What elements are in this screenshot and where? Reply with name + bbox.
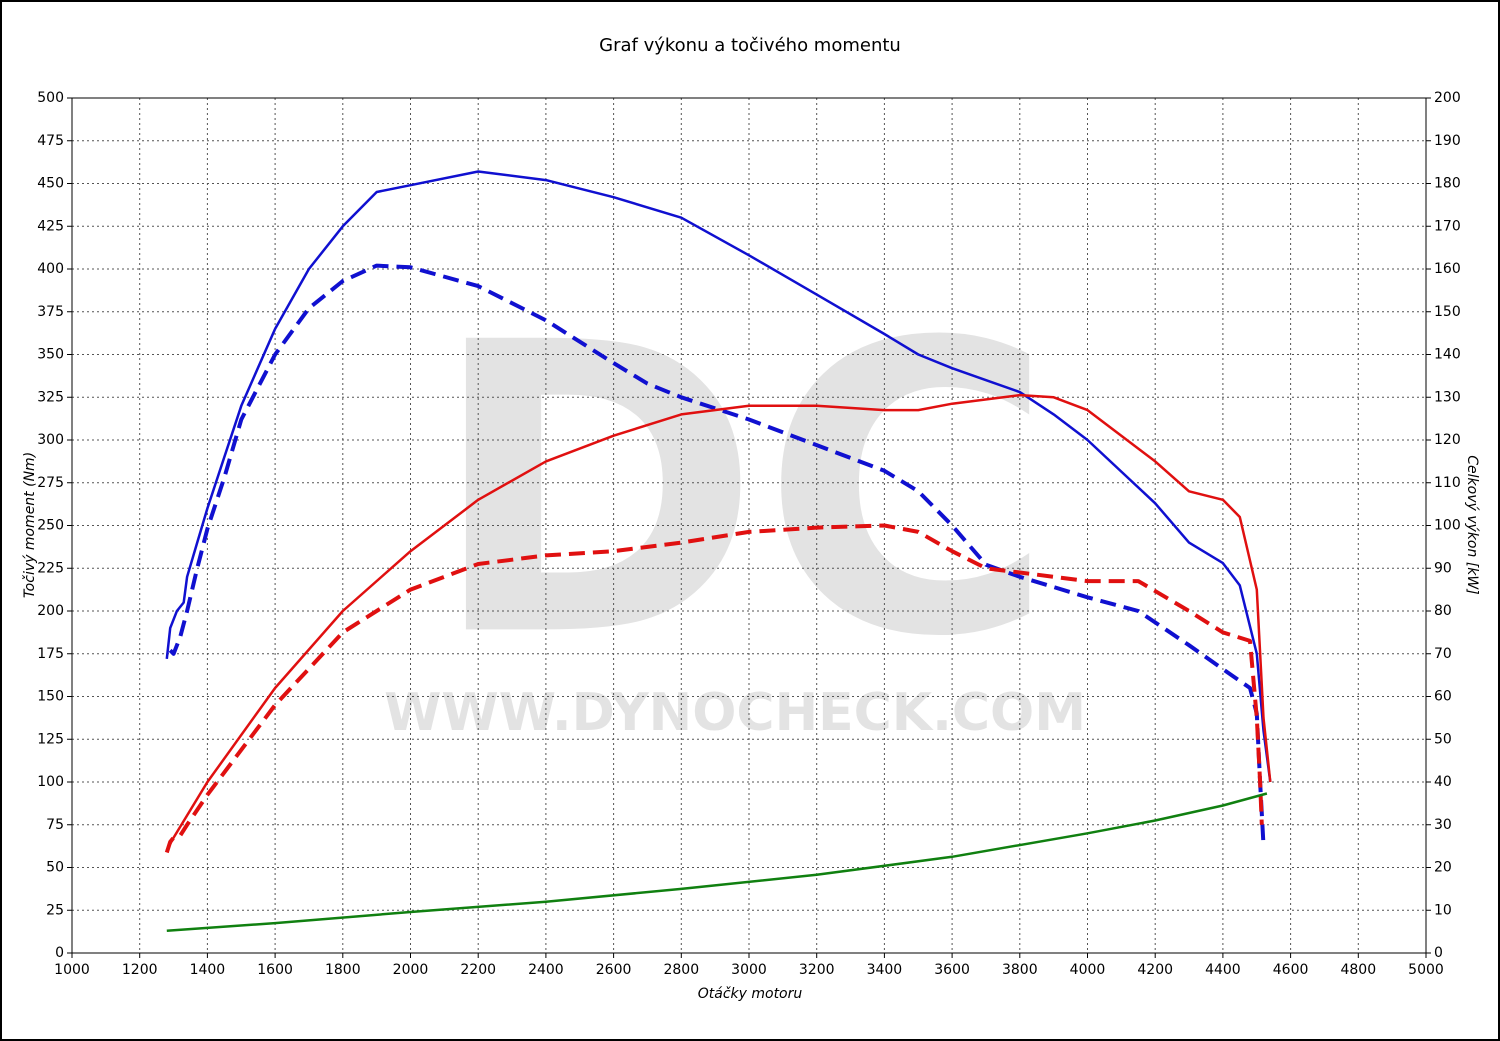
x-tick-label: 3600 bbox=[934, 962, 970, 978]
y2-tick-label: 180 bbox=[1434, 176, 1461, 192]
plot-area bbox=[71, 97, 1427, 954]
series-line bbox=[164, 523, 1264, 854]
y2-tick-label: 200 bbox=[1434, 90, 1461, 106]
watermark: DC bbox=[429, 259, 1055, 724]
y2-tick-label: 190 bbox=[1434, 133, 1461, 149]
y2-tick-label: 110 bbox=[1434, 475, 1461, 491]
y-tick-label: 500 bbox=[37, 90, 64, 106]
y2-tick-label: 170 bbox=[1434, 218, 1461, 234]
y-tick-label: 125 bbox=[37, 731, 64, 747]
x-tick-label: 3800 bbox=[1002, 962, 1038, 978]
y2-tick-label: 120 bbox=[1434, 432, 1461, 448]
y-tick-label: 150 bbox=[37, 689, 64, 705]
x-tick-label: 3400 bbox=[867, 962, 903, 978]
y-tick-label: 100 bbox=[37, 774, 64, 790]
x-tick-label: 2000 bbox=[393, 962, 429, 978]
x-tick-label: 4600 bbox=[1273, 962, 1309, 978]
y-tick-label: 50 bbox=[46, 860, 64, 876]
y2-tick-label: 40 bbox=[1434, 774, 1452, 790]
y-tick-label: 0 bbox=[55, 945, 64, 961]
x-tick-label: 2400 bbox=[528, 962, 564, 978]
y2-axis-label: Celkový výkon [kW] bbox=[1464, 455, 1480, 594]
y-tick-label: 275 bbox=[37, 475, 64, 491]
x-tick-label: 1800 bbox=[325, 962, 361, 978]
y2-tick-label: 60 bbox=[1434, 689, 1452, 705]
y-tick-label: 25 bbox=[46, 902, 64, 918]
x-tick-label: 4400 bbox=[1205, 962, 1241, 978]
series-line bbox=[165, 170, 1272, 783]
x-tick-label: 4800 bbox=[1340, 962, 1376, 978]
y2-tick-label: 0 bbox=[1434, 945, 1443, 961]
x-tick-label: 4200 bbox=[1137, 962, 1173, 978]
x-tick-label: 1200 bbox=[122, 962, 158, 978]
y2-tick-label: 160 bbox=[1434, 261, 1461, 277]
y-axis-label: Točivý moment (Nm) bbox=[22, 452, 38, 598]
y-tick-label: 225 bbox=[37, 560, 64, 576]
x-axis-label: Otáčky motoru bbox=[698, 986, 803, 1002]
y-tick-label: 450 bbox=[37, 176, 64, 192]
y2-tick-label: 20 bbox=[1434, 860, 1452, 876]
y2-tick-label: 30 bbox=[1434, 817, 1452, 833]
series-line bbox=[168, 263, 1266, 846]
x-tick-label: 1600 bbox=[257, 962, 293, 978]
y2-tick-label: 90 bbox=[1434, 560, 1452, 576]
x-tick-label: 1400 bbox=[190, 962, 226, 978]
x-tick-label: 2200 bbox=[460, 962, 496, 978]
y-tick-label: 325 bbox=[37, 389, 64, 405]
x-tick-label: 3200 bbox=[799, 962, 835, 978]
x-tick-label: 2800 bbox=[663, 962, 699, 978]
y-tick-label: 425 bbox=[37, 218, 64, 234]
series-line bbox=[165, 393, 1272, 851]
series-line bbox=[166, 792, 1268, 933]
x-tick-label: 2600 bbox=[596, 962, 632, 978]
y2-tick-label: 100 bbox=[1434, 518, 1461, 534]
y2-tick-label: 50 bbox=[1434, 731, 1452, 747]
y-tick-label: 200 bbox=[37, 603, 64, 619]
chart-title: Graf výkonu a točivého momentu bbox=[599, 35, 901, 56]
y2-tick-label: 70 bbox=[1434, 646, 1452, 662]
y-tick-label: 175 bbox=[37, 646, 64, 662]
x-tick-label: 3000 bbox=[731, 962, 767, 978]
y-tick-label: 475 bbox=[37, 133, 64, 149]
x-tick-label: 1000 bbox=[54, 962, 90, 978]
watermark-url: WWW.DYNOCHECK.COM bbox=[384, 683, 1086, 743]
y-tick-label: 75 bbox=[46, 817, 64, 833]
x-tick-label: 5000 bbox=[1408, 962, 1444, 978]
y2-tick-label: 80 bbox=[1434, 603, 1452, 619]
y2-tick-label: 10 bbox=[1434, 902, 1452, 918]
y-tick-label: 400 bbox=[37, 261, 64, 277]
y2-tick-label: 150 bbox=[1434, 304, 1461, 320]
y2-tick-label: 140 bbox=[1434, 347, 1461, 363]
y-tick-label: 250 bbox=[37, 518, 64, 534]
y2-tick-label: 130 bbox=[1434, 389, 1461, 405]
y-tick-label: 375 bbox=[37, 304, 64, 320]
y-tick-label: 350 bbox=[37, 347, 64, 363]
y-tick-label: 300 bbox=[37, 432, 64, 448]
x-tick-label: 4000 bbox=[1070, 962, 1106, 978]
